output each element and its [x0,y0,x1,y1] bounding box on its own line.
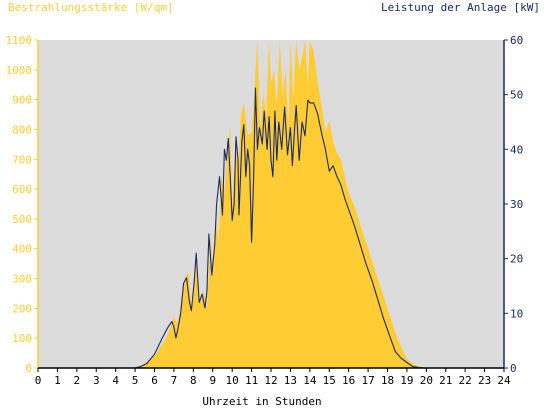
x-tick-label: 22 [459,374,472,387]
x-tick-label: 16 [342,374,355,387]
x-tick-label: 18 [381,374,394,387]
x-tick-label: 1 [54,374,61,387]
chart-title-left: Bestrahlungsstärke [W/qm] [8,1,174,14]
y-left-tick-label: 800 [12,123,32,136]
x-tick-label: 11 [245,374,258,387]
y-left-tick-label: 0 [25,362,32,375]
x-tick-label: 6 [151,374,158,387]
x-tick-label: 19 [400,374,413,387]
y-right-tick-label: 40 [510,143,523,156]
x-tick-label: 4 [112,374,119,387]
x-tick-label: 10 [226,374,239,387]
x-tick-label: 3 [93,374,100,387]
x-tick-label: 5 [132,374,139,387]
x-tick-label: 14 [303,374,317,387]
x-tick-label: 21 [439,374,452,387]
y-left-tick-label: 600 [12,183,32,196]
power-line [38,87,504,369]
y-right-tick-label: 60 [510,34,523,47]
x-tick-label: 0 [35,374,42,387]
x-tick-label: 24 [497,374,511,387]
y-left-tick-label: 700 [12,153,32,166]
irradiance-area [38,40,504,368]
y-left-tick-label: 1000 [6,64,33,77]
x-tick-label: 23 [478,374,491,387]
y-left-tick-label: 900 [12,94,32,107]
y-left-tick-label: 500 [12,213,32,226]
y-right-tick-label: 20 [510,253,523,266]
y-left-tick-label: 400 [12,243,32,256]
y-right-tick-label: 0 [510,362,517,375]
x-tick-label: 15 [323,374,336,387]
x-tick-label: 13 [284,374,297,387]
x-tick-label: 20 [420,374,433,387]
x-tick-label: 17 [361,374,374,387]
x-tick-label: 7 [171,374,178,387]
y-left-tick-label: 300 [12,273,32,286]
x-tick-label: 8 [190,374,197,387]
y-right-tick-label: 50 [510,89,523,102]
y-left-tick-label: 200 [12,302,32,315]
chart-title-right: Leistung der Anlage [kW] [381,1,540,14]
x-tick-label: 9 [209,374,216,387]
y-left-tick-label: 1100 [6,34,33,47]
x-axis-label: Uhrzeit in Stunden [202,395,321,408]
y-right-tick-label: 30 [510,198,523,211]
y-right-tick-label: 10 [510,307,523,320]
y-left-tick-label: 100 [12,332,32,345]
x-tick-label: 2 [74,374,81,387]
x-tick-label: 12 [264,374,277,387]
